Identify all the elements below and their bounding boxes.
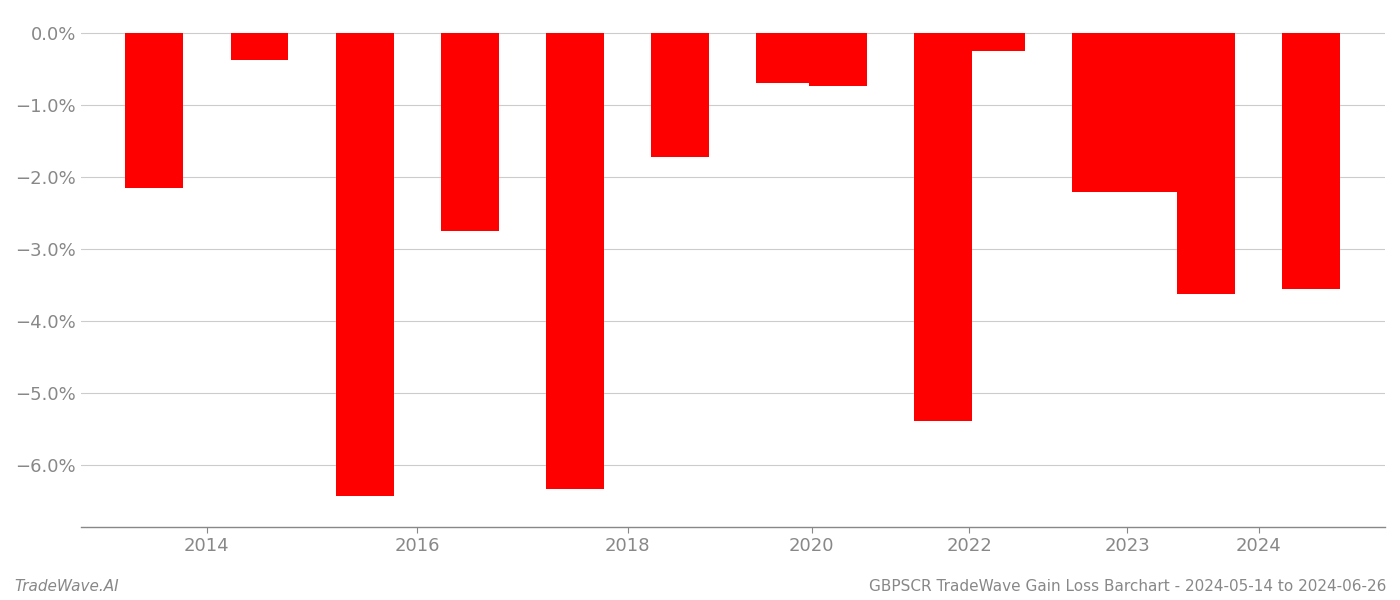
Bar	[756, 33, 815, 83]
Bar	[914, 33, 972, 421]
Bar	[809, 33, 867, 86]
Bar	[967, 33, 1025, 51]
Text: GBPSCR TradeWave Gain Loss Barchart - 2024-05-14 to 2024-06-26: GBPSCR TradeWave Gain Loss Barchart - 20…	[868, 579, 1386, 594]
Bar	[231, 33, 288, 61]
Bar	[546, 33, 603, 489]
Bar	[1282, 33, 1340, 289]
Bar	[1124, 33, 1183, 191]
Bar	[1072, 33, 1130, 191]
Bar	[336, 33, 393, 496]
Text: TradeWave.AI: TradeWave.AI	[14, 579, 119, 594]
Bar	[1177, 33, 1235, 294]
Bar	[651, 33, 710, 157]
Bar	[441, 33, 498, 231]
Bar	[126, 33, 183, 188]
